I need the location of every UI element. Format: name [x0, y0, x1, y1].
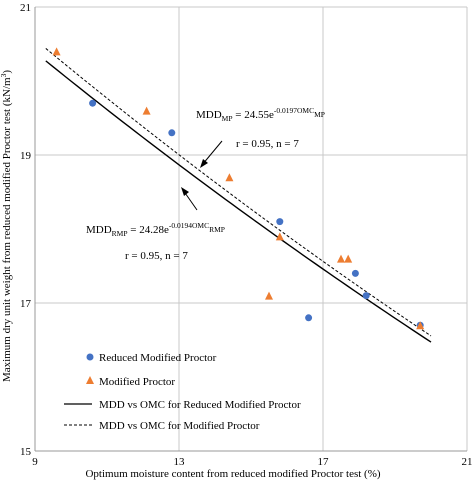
point-rmp-2 [276, 218, 284, 226]
fit-line-mp [45, 48, 432, 337]
y-tick-label-0: 15 [20, 446, 32, 458]
point-rmp-0 [89, 99, 97, 107]
y-tick-label-2: 19 [20, 150, 32, 162]
x-tick-label-3: 21 [462, 456, 473, 468]
mp-equation: MDDMP = 24.55e-0.0197OMCMP [196, 106, 325, 123]
legend-label-rmp-fit: MDD vs OMC for Reduced Modified Proctor [99, 399, 301, 411]
annotation-rmp: MDDRMP = 24.28e-0.0194OMCRMP r = 0.95, n… [86, 187, 225, 262]
tick-labels: 9 13 17 21 15 17 19 21 [20, 2, 473, 468]
point-mp-4 [265, 291, 273, 300]
rmp-stats: r = 0.95, n = 7 [125, 250, 188, 262]
annotation-mp: MDDMP = 24.55e-0.0197OMCMP r = 0.95, n =… [196, 106, 325, 168]
x-tick-label-2: 17 [318, 456, 330, 468]
point-mp-1 [142, 106, 151, 115]
point-mp-5 [337, 254, 345, 263]
legend-label-mp: Modified Proctor [99, 376, 175, 388]
legend-marker-rmp [86, 353, 94, 361]
point-rmp-3 [305, 314, 313, 322]
rmp-arrowhead [181, 187, 189, 196]
rmp-equation: MDDRMP = 24.28e-0.0194OMCRMP [86, 221, 225, 238]
data-points [52, 47, 425, 330]
axes [34, 7, 467, 452]
legend-label-mp-fit: MDD vs OMC for Modified Proctor [99, 420, 260, 432]
y-tick-label-1: 17 [20, 298, 32, 310]
point-mp-0 [52, 47, 61, 56]
y-tick-label-3: 21 [20, 2, 31, 14]
point-mp-3 [275, 232, 284, 241]
fit-line-rmp [45, 60, 432, 343]
point-rmp-4 [351, 269, 359, 277]
point-mp-6 [344, 254, 353, 263]
point-rmp-1 [168, 129, 176, 137]
legend-label-rmp: Reduced Modified Proctor [99, 352, 217, 364]
point-mp-2 [225, 173, 234, 182]
mp-arrowhead [200, 159, 208, 168]
mp-stats: r = 0.95, n = 7 [236, 138, 299, 150]
fit-lines [45, 48, 432, 343]
point-rmp-5 [362, 292, 370, 300]
x-axis-label: Optimum moisture content from reduced mo… [85, 468, 380, 480]
legend-marker-mp [86, 376, 94, 384]
x-tick-label-0: 9 [32, 456, 38, 468]
y-axis-label: Maximum dry unit weight from reduced mod… [0, 70, 13, 382]
point-mp-7 [416, 321, 425, 330]
x-tick-label-1: 13 [174, 456, 186, 468]
legend: Reduced Modified Proctor Modified Procto… [64, 352, 301, 432]
